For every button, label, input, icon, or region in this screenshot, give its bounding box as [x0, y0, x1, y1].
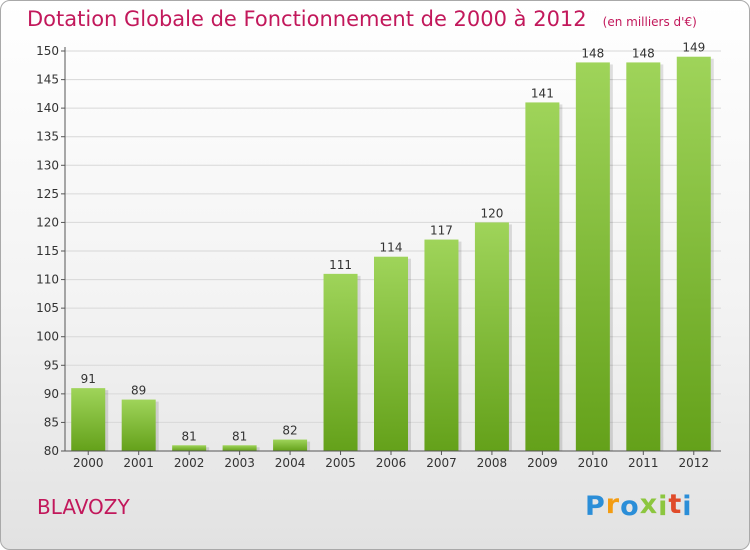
x-tick-label: 2006	[376, 456, 407, 470]
x-tick-label: 2012	[678, 456, 709, 470]
bar	[172, 445, 207, 451]
bar-value-label: 120	[480, 206, 503, 220]
bar-value-label: 89	[131, 384, 146, 398]
x-tick-label: 2002	[174, 456, 205, 470]
bar	[273, 439, 308, 451]
bar	[626, 62, 661, 452]
y-tick-label: 110	[36, 273, 59, 287]
bar	[374, 256, 408, 451]
axis-layer: 80 85 90 95 100 105 110 115 120 125 130 135 140 145 15…	[36, 44, 721, 470]
bar-value-label: 148	[632, 46, 655, 60]
bar-layer: 91 89 81 81 82 111 114 117 120 141 148 148 149	[71, 41, 714, 452]
bar-value-label: 114	[380, 241, 403, 255]
logo-letter: x	[639, 489, 659, 520]
chart-title: Dotation Globale de Fonctionnement de 20…	[27, 7, 697, 31]
logo-letter: o	[620, 491, 640, 522]
y-tick-label: 125	[36, 187, 59, 201]
x-tick-label: 2003	[224, 456, 255, 470]
x-tick-label: 2008	[477, 456, 508, 470]
x-tick-label: 2004	[275, 456, 306, 470]
logo-letter: r	[605, 489, 621, 520]
bar	[424, 239, 459, 451]
x-tick-label: 2011	[628, 456, 659, 470]
y-tick-label: 90	[44, 387, 59, 401]
x-tick-label: 2001	[123, 456, 154, 470]
y-tick-label: 150	[36, 44, 59, 58]
proxiti-logo: Proxiti	[585, 489, 693, 522]
bar	[222, 445, 257, 451]
bar-value-label: 117	[430, 224, 453, 238]
y-tick-label: 120	[36, 215, 59, 229]
x-tick-label: 2010	[578, 456, 609, 470]
bar-value-label: 148	[581, 46, 604, 60]
bar-value-label: 81	[232, 429, 247, 443]
y-tick-label: 130	[36, 158, 59, 172]
x-tick-label: 2005	[325, 456, 356, 470]
logo-letter: i	[658, 491, 669, 522]
bar	[121, 399, 156, 451]
bar	[474, 222, 509, 451]
x-tick-label: 2009	[527, 456, 558, 470]
x-tick-label: 2007	[426, 456, 457, 470]
logo-letter: i	[682, 491, 693, 522]
x-tick-label: 2000	[73, 456, 104, 470]
bar-value-label: 141	[531, 86, 554, 100]
bar	[71, 388, 106, 451]
logo-letter: P	[585, 491, 606, 522]
bar	[676, 56, 711, 451]
bar-value-label: 81	[182, 429, 197, 443]
bar	[323, 273, 358, 451]
y-tick-label: 140	[36, 101, 59, 115]
bar-value-label: 91	[81, 372, 96, 386]
chart-title-text: Dotation Globale de Fonctionnement de 20…	[27, 7, 587, 31]
commune-name: BLAVOZY	[37, 495, 130, 519]
y-tick-label: 100	[36, 330, 59, 344]
chart-unit: (en milliers d'€)	[602, 15, 697, 29]
y-tick-label: 85	[44, 415, 59, 429]
bar-value-label: 111	[329, 258, 352, 272]
bar-value-label: 149	[682, 41, 705, 55]
bar-value-label: 82	[282, 424, 297, 438]
y-tick-label: 95	[44, 358, 59, 372]
y-tick-label: 135	[36, 130, 59, 144]
y-tick-label: 115	[36, 244, 59, 258]
bar	[575, 62, 610, 452]
y-tick-label: 105	[36, 301, 59, 315]
logo-letter: t	[668, 489, 683, 520]
y-tick-label: 80	[44, 444, 59, 458]
bar	[525, 102, 560, 451]
y-tick-label: 145	[36, 73, 59, 87]
